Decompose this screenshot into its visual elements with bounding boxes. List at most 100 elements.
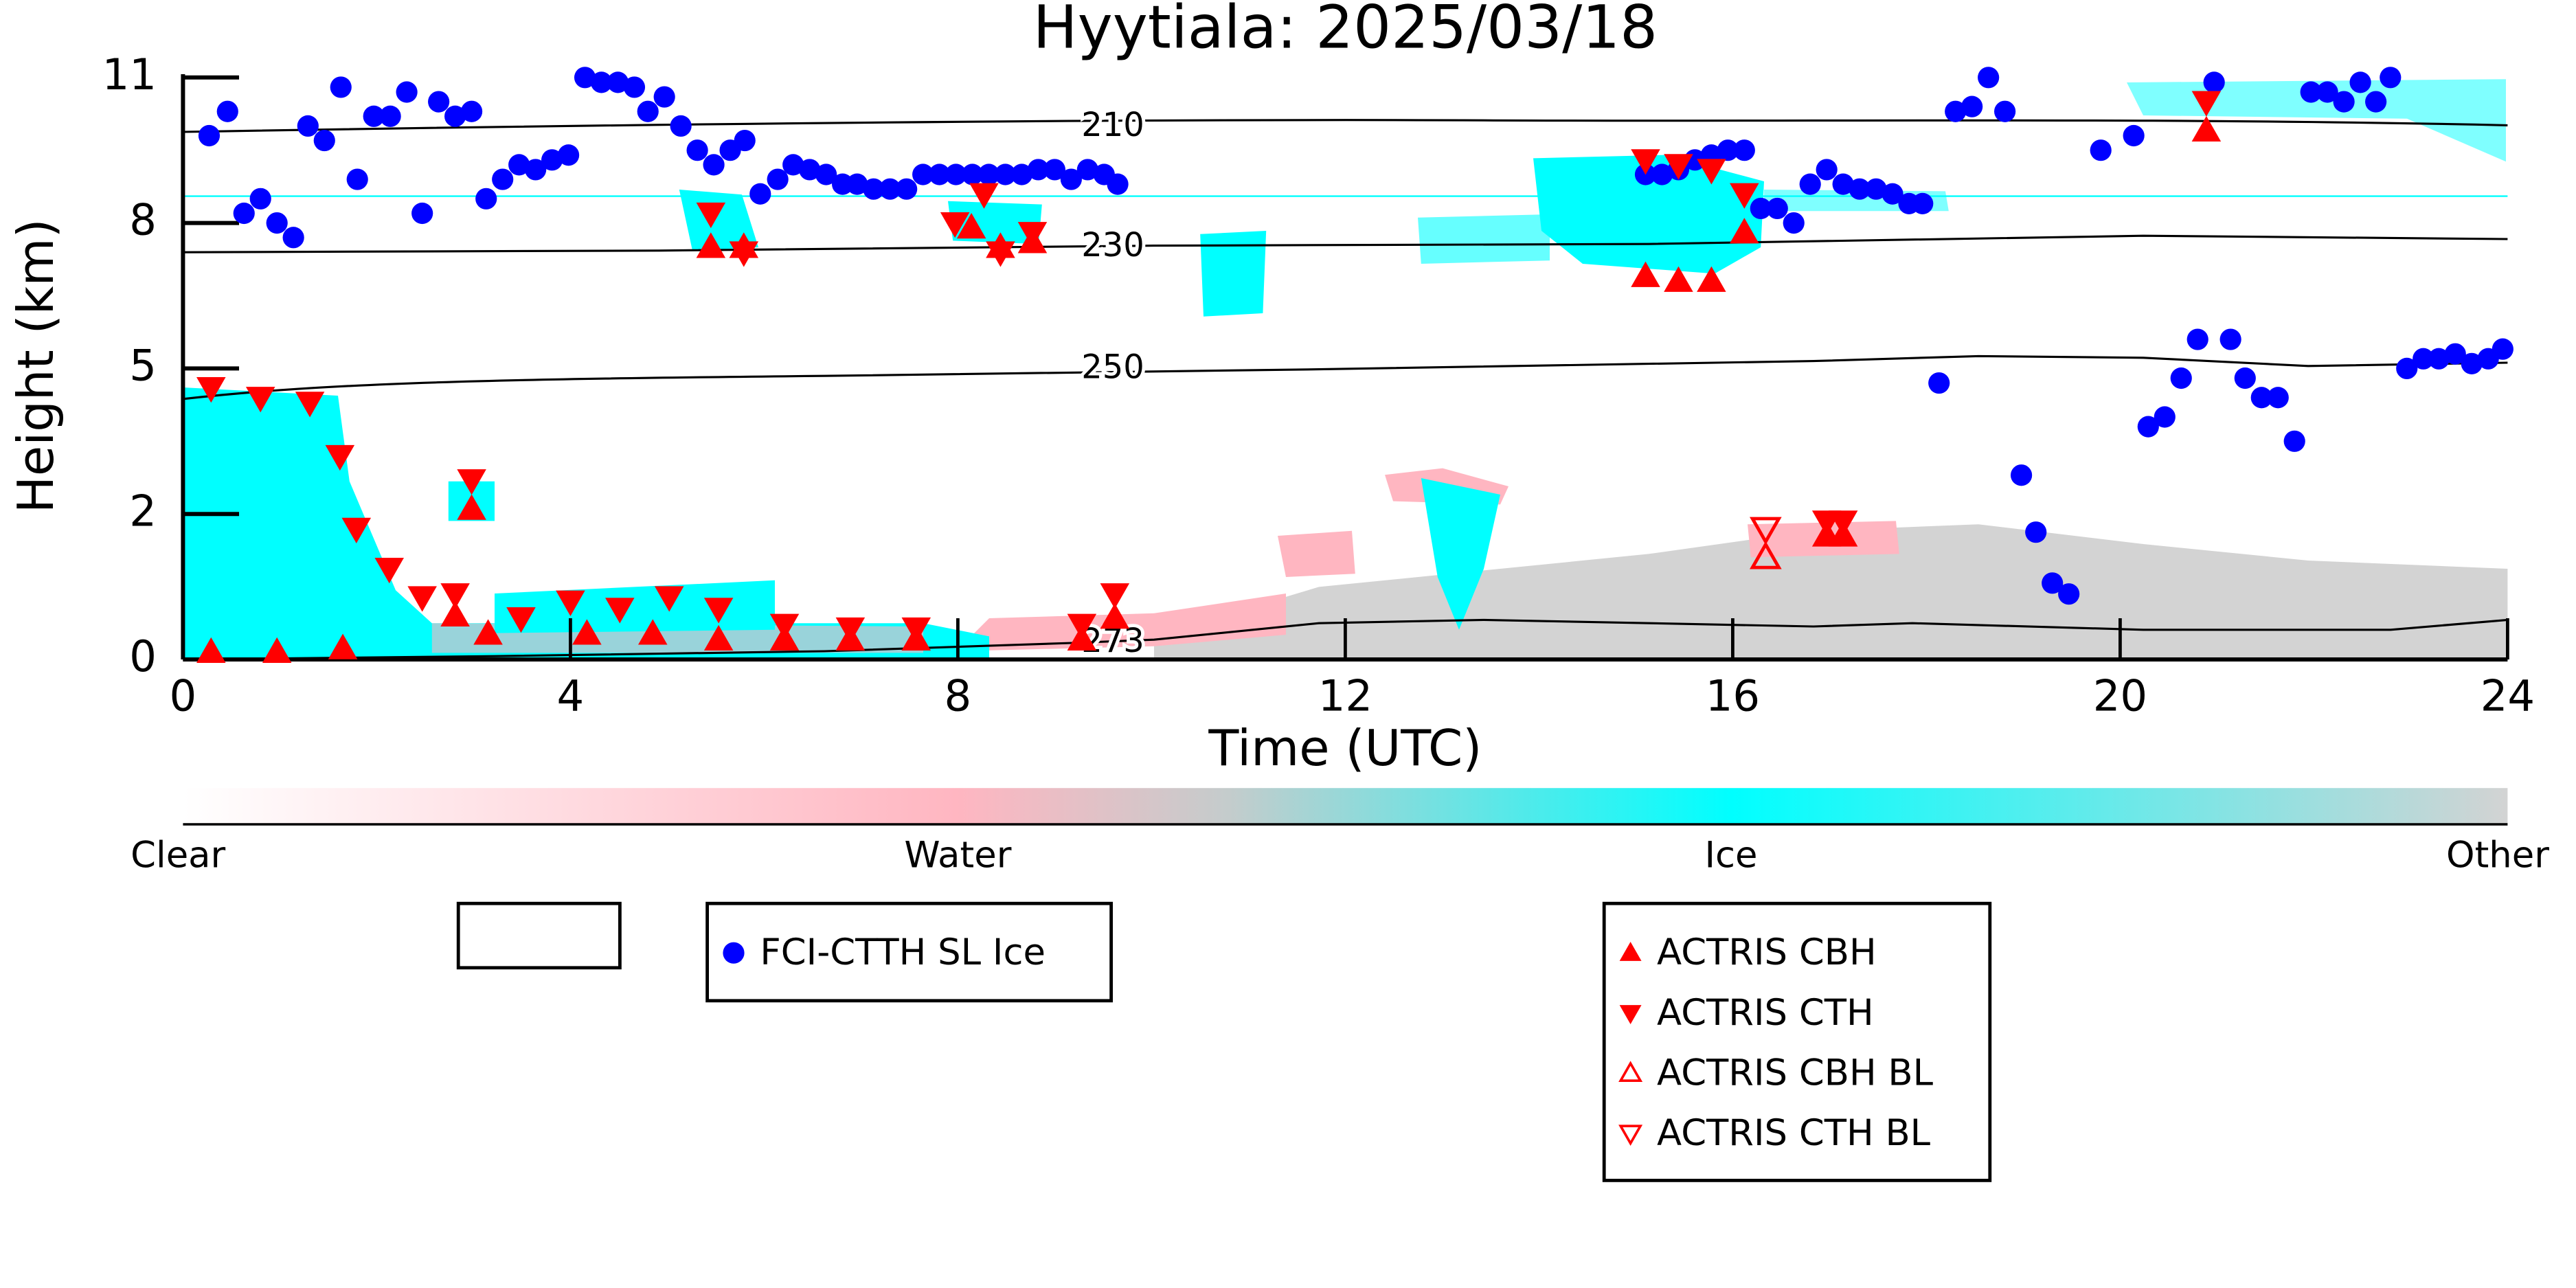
data-point <box>313 129 335 152</box>
data-point <box>605 598 635 624</box>
data-point <box>1945 100 1967 122</box>
data-point <box>767 168 789 190</box>
legend-label: ACTRIS CTH <box>1657 992 1874 1034</box>
x-tick-label: 8 <box>945 671 972 721</box>
colorbar-label: Other <box>2446 835 2549 877</box>
data-point <box>2187 328 2208 350</box>
data-point <box>835 617 866 644</box>
data-point <box>994 163 1017 185</box>
data-point <box>2250 387 2272 409</box>
data-point <box>216 100 238 122</box>
data-point <box>1865 178 1887 200</box>
data-point <box>245 387 275 413</box>
legend-marker <box>1619 1005 1642 1025</box>
legend-label: ACTRIS CTH BL <box>1657 1112 1931 1154</box>
data-point <box>2191 115 2222 142</box>
data-point <box>341 517 372 543</box>
x-tick-label: 12 <box>1318 671 1372 721</box>
data-point <box>749 183 771 205</box>
data-point <box>1697 159 1726 185</box>
data-point <box>249 188 271 210</box>
legend-marker <box>723 942 745 964</box>
data-point <box>2234 367 2256 389</box>
data-point <box>670 115 692 137</box>
data-point <box>1017 222 1048 248</box>
data-point <box>1733 139 1755 161</box>
legend-marker <box>1618 1061 1643 1082</box>
data-point <box>1730 183 1759 209</box>
x-tick-label: 24 <box>2481 671 2535 721</box>
data-point <box>961 163 984 185</box>
data-point <box>696 232 726 258</box>
data-point <box>1631 149 1660 175</box>
data-point <box>325 444 355 471</box>
data-point <box>978 163 1000 185</box>
data-point <box>1060 168 1082 190</box>
data-point <box>969 183 999 209</box>
data-point <box>1766 197 1788 220</box>
data-point <box>2123 124 2145 147</box>
data-point <box>696 202 726 229</box>
data-point <box>457 469 486 495</box>
data-point <box>929 163 951 185</box>
data-point <box>986 241 1015 267</box>
data-point <box>653 86 675 108</box>
data-point <box>2492 338 2513 360</box>
x-axis-label: Time (UTC) <box>1208 719 1482 777</box>
legend-box <box>705 901 1113 1003</box>
data-point <box>607 71 629 93</box>
data-point <box>1067 613 1097 640</box>
data-point <box>1010 163 1033 185</box>
data-point <box>1799 173 1821 195</box>
data-point <box>2349 71 2371 93</box>
data-point <box>1816 159 1838 181</box>
data-point <box>2058 583 2080 605</box>
data-point <box>411 202 433 225</box>
data-point <box>2300 81 2322 103</box>
data-point <box>2267 387 2289 409</box>
data-point <box>1994 100 2016 122</box>
x-tick-label: 16 <box>1706 671 1760 721</box>
data-point <box>346 168 368 190</box>
data-point <box>297 115 319 137</box>
data-point <box>846 173 868 195</box>
isotherm-label: 210 <box>1081 106 1144 144</box>
data-point <box>782 154 804 176</box>
data-point <box>198 124 221 147</box>
data-point <box>282 227 304 249</box>
data-point <box>556 590 585 616</box>
data-point <box>912 163 934 185</box>
data-point <box>330 76 352 98</box>
data-point <box>703 624 734 651</box>
data-point <box>374 558 404 584</box>
data-point <box>557 144 580 166</box>
data-point <box>2428 348 2450 370</box>
data-point <box>2191 91 2222 117</box>
chart-title: Hyytiala: 2025/03/18 <box>1033 0 1658 63</box>
data-point <box>896 178 918 200</box>
data-point <box>1664 154 1693 180</box>
data-point <box>262 637 292 664</box>
data-point <box>379 105 401 127</box>
legend-box <box>1602 901 1992 1182</box>
data-point <box>623 76 646 98</box>
data-point <box>2154 406 2176 428</box>
data-point <box>1783 212 1805 234</box>
data-point <box>2283 430 2305 452</box>
data-point <box>525 159 547 181</box>
data-point <box>1076 159 1098 181</box>
data-point <box>1107 173 1129 195</box>
data-point <box>799 159 821 181</box>
data-point <box>1651 163 1673 185</box>
data-point <box>1697 266 1726 292</box>
data-point <box>396 81 418 103</box>
data-point <box>2137 416 2159 438</box>
data-point <box>815 163 837 185</box>
data-point <box>729 241 759 267</box>
data-point <box>2396 357 2418 379</box>
y-tick-label: 11 <box>102 49 157 100</box>
data-point <box>686 139 708 161</box>
data-point <box>956 213 986 239</box>
data-point <box>940 212 970 238</box>
